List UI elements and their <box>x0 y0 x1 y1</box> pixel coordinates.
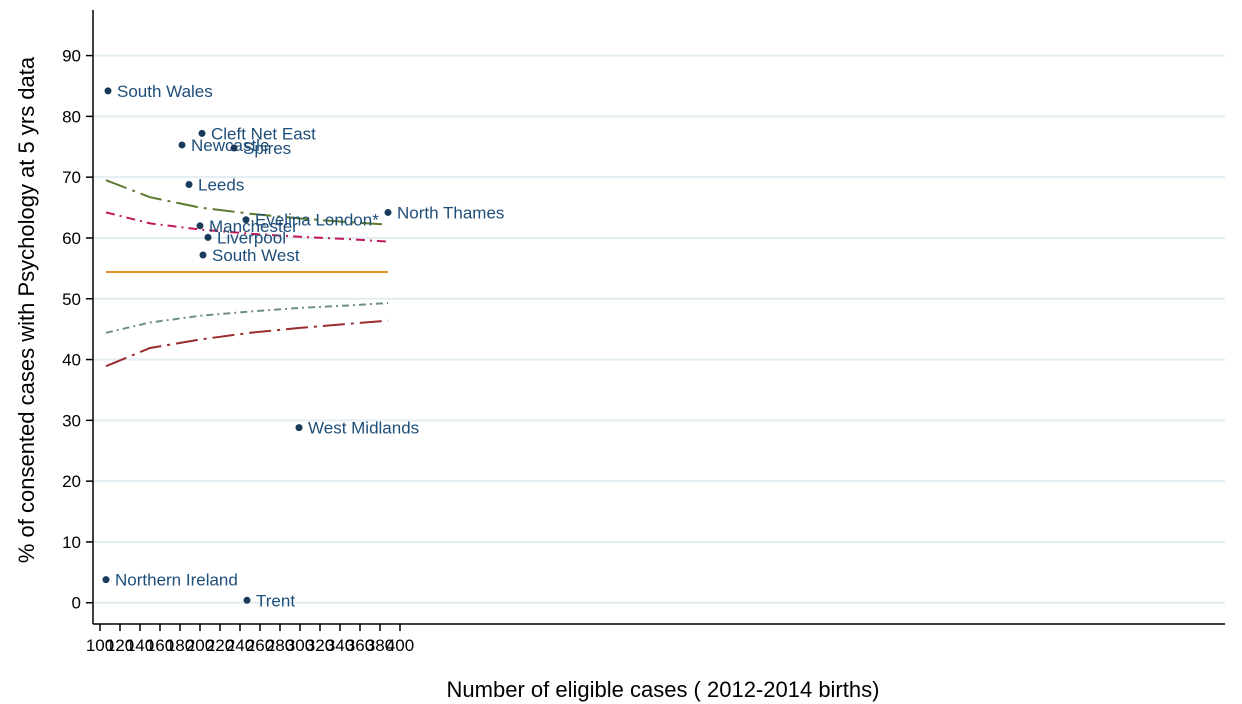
lower-inner-limit-line <box>105 302 389 334</box>
data-point <box>242 216 250 224</box>
data-point-label: Newcastle <box>191 136 269 155</box>
y-tick-label: 0 <box>72 594 81 613</box>
y-tick-label: 60 <box>62 229 81 248</box>
data-point <box>204 233 212 241</box>
x-tick-label: 300 <box>286 636 314 655</box>
x-tick-label: 340 <box>326 636 354 655</box>
data-point <box>185 180 193 188</box>
data-points: South Wales Cleft Net EastNewcastleSpires… <box>102 82 504 610</box>
data-point-label: Liverpool <box>217 228 286 247</box>
data-point <box>102 576 110 584</box>
data-point-label: Spires <box>243 139 291 158</box>
data-point <box>230 144 238 152</box>
data-point <box>199 251 207 259</box>
y-tick-label: 90 <box>62 47 81 66</box>
y-tick-label: 10 <box>62 533 81 552</box>
reference-lines <box>105 179 389 368</box>
data-point <box>178 141 186 149</box>
lower-outer-limit-line <box>105 319 389 368</box>
data-point-label: Trent <box>256 591 295 610</box>
y-axis-title: % of consented cases with Psychology at … <box>14 56 39 563</box>
x-tick-label: 380 <box>366 636 394 655</box>
x-tick-label: 280 <box>266 636 294 655</box>
data-point-label: Cleft Net East <box>211 124 316 143</box>
axes: 0 10 20 30 40 50 60 70 80 90 100120140160180200220… <box>62 10 1225 655</box>
x-tick-label: 360 <box>346 636 374 655</box>
y-tick-label: 50 <box>62 290 81 309</box>
x-tick-label: 320 <box>306 636 334 655</box>
x-tick-label: 240 <box>226 636 254 655</box>
data-point-label: Northern Ireland <box>115 571 238 590</box>
data-point <box>198 129 206 137</box>
data-point-label: Manchester <box>209 217 298 236</box>
data-point <box>384 208 392 216</box>
data-point <box>196 222 204 230</box>
data-point-label: South West <box>212 246 300 265</box>
data-point-label: South Wales <box>117 82 213 101</box>
x-tick-label: 100 <box>86 636 114 655</box>
grid-layer <box>94 54 1225 604</box>
x-tick-label: 200 <box>186 636 214 655</box>
data-point-label: West Midlands <box>308 419 419 438</box>
y-tick-label: 70 <box>62 168 81 187</box>
x-tick-label: 180 <box>166 636 194 655</box>
x-tick-label: 220 <box>206 636 234 655</box>
x-tick-label: 400 <box>386 636 414 655</box>
y-tick-label: 30 <box>62 411 81 430</box>
x-tick-label: 140 <box>126 636 154 655</box>
y-tick-label: 80 <box>62 107 81 126</box>
data-point-label: North Thames <box>397 203 504 222</box>
data-point-label: Evelina London* <box>255 211 379 230</box>
data-point <box>104 87 112 95</box>
upper-outer-limit-line <box>105 179 389 226</box>
x-axis-title: Number of eligible cases ( 2012-2014 bir… <box>447 677 880 702</box>
data-point-label: Leeds <box>198 175 244 194</box>
upper-inner-limit-line <box>105 211 389 243</box>
x-tick-label: 260 <box>246 636 274 655</box>
data-point <box>295 424 303 432</box>
y-tick-label: 40 <box>62 351 81 370</box>
x-tick-label: 120 <box>106 636 134 655</box>
x-tick-label: 160 <box>146 636 174 655</box>
y-tick-label: 20 <box>62 472 81 491</box>
data-point <box>243 596 251 604</box>
